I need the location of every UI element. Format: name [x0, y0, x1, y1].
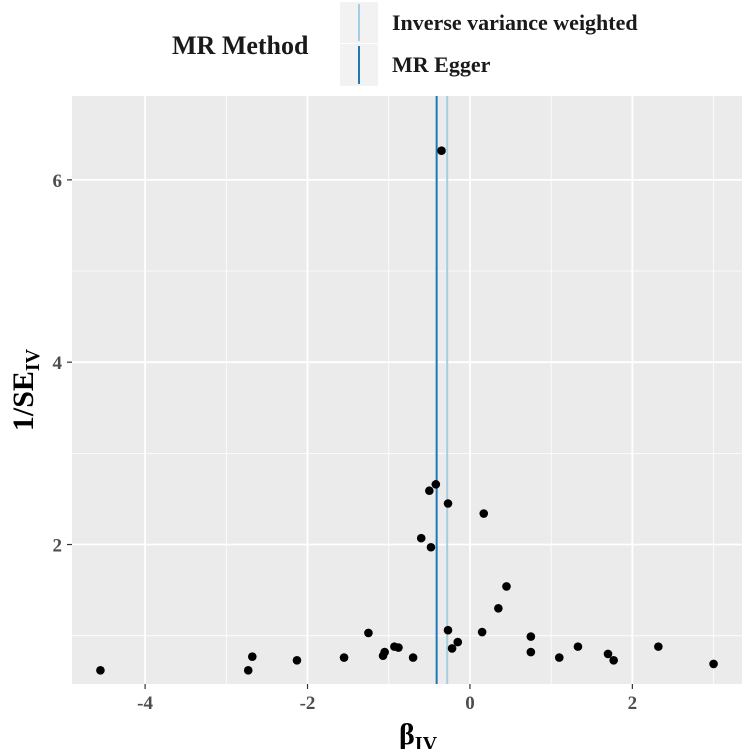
data-point — [394, 643, 403, 652]
data-point — [292, 655, 302, 665]
data-point — [431, 480, 441, 489]
grid-minor — [72, 96, 742, 684]
y-axis-title-main: 1/SE — [7, 371, 40, 431]
y-tick-label: 4 — [53, 353, 63, 374]
x-tick-label: 2 — [628, 693, 638, 714]
data-point — [494, 604, 503, 613]
y-axis-title-sub: IV — [22, 348, 44, 371]
data-point — [339, 653, 349, 662]
data-point — [609, 655, 618, 665]
y-tick-label: 6 — [53, 171, 63, 192]
data-point — [573, 642, 583, 651]
data-point — [443, 625, 453, 635]
data-point — [554, 653, 564, 662]
x-tick-label: -2 — [300, 693, 316, 714]
data-point — [526, 647, 536, 657]
data-point — [437, 146, 446, 155]
x-axis-title: βIV — [399, 718, 438, 749]
legend: MR Method Inverse variance weighted MR E… — [172, 2, 638, 86]
reference-lines — [435, 96, 449, 684]
data-point — [443, 499, 453, 508]
data-point — [247, 652, 257, 661]
data-point — [502, 582, 511, 591]
data-point — [453, 637, 463, 647]
data-point — [426, 542, 436, 552]
data-point — [526, 632, 536, 641]
y-tick-label: 2 — [53, 536, 63, 557]
data-point — [654, 642, 663, 651]
data-point — [603, 649, 613, 659]
y-axis-ticks: 2 4 6 — [53, 171, 72, 557]
data-point — [408, 653, 418, 662]
y-axis-title: 1/SEIV — [7, 348, 44, 431]
data-point — [378, 651, 388, 661]
legend-label-egger: MR Egger — [392, 52, 491, 77]
data-point — [243, 666, 253, 675]
legend-label-ivw: Inverse variance weighted — [392, 10, 638, 35]
x-tick-label: 0 — [465, 693, 475, 714]
x-axis-ticks: -4 -2 0 2 — [137, 684, 637, 714]
data-points — [96, 146, 718, 675]
data-point — [477, 627, 487, 637]
data-point — [479, 509, 489, 518]
data-point — [425, 486, 434, 496]
data-point — [447, 644, 457, 653]
x-axis-title-sub: IV — [415, 733, 438, 749]
data-point — [96, 666, 105, 675]
data-point — [364, 628, 373, 638]
x-tick-label: -4 — [137, 693, 153, 714]
data-point — [416, 533, 426, 543]
data-point — [709, 659, 718, 669]
legend-title: MR Method — [172, 31, 309, 60]
x-axis-title-main: β — [399, 718, 415, 749]
grid-major — [72, 96, 742, 684]
plot-panel — [72, 96, 742, 684]
